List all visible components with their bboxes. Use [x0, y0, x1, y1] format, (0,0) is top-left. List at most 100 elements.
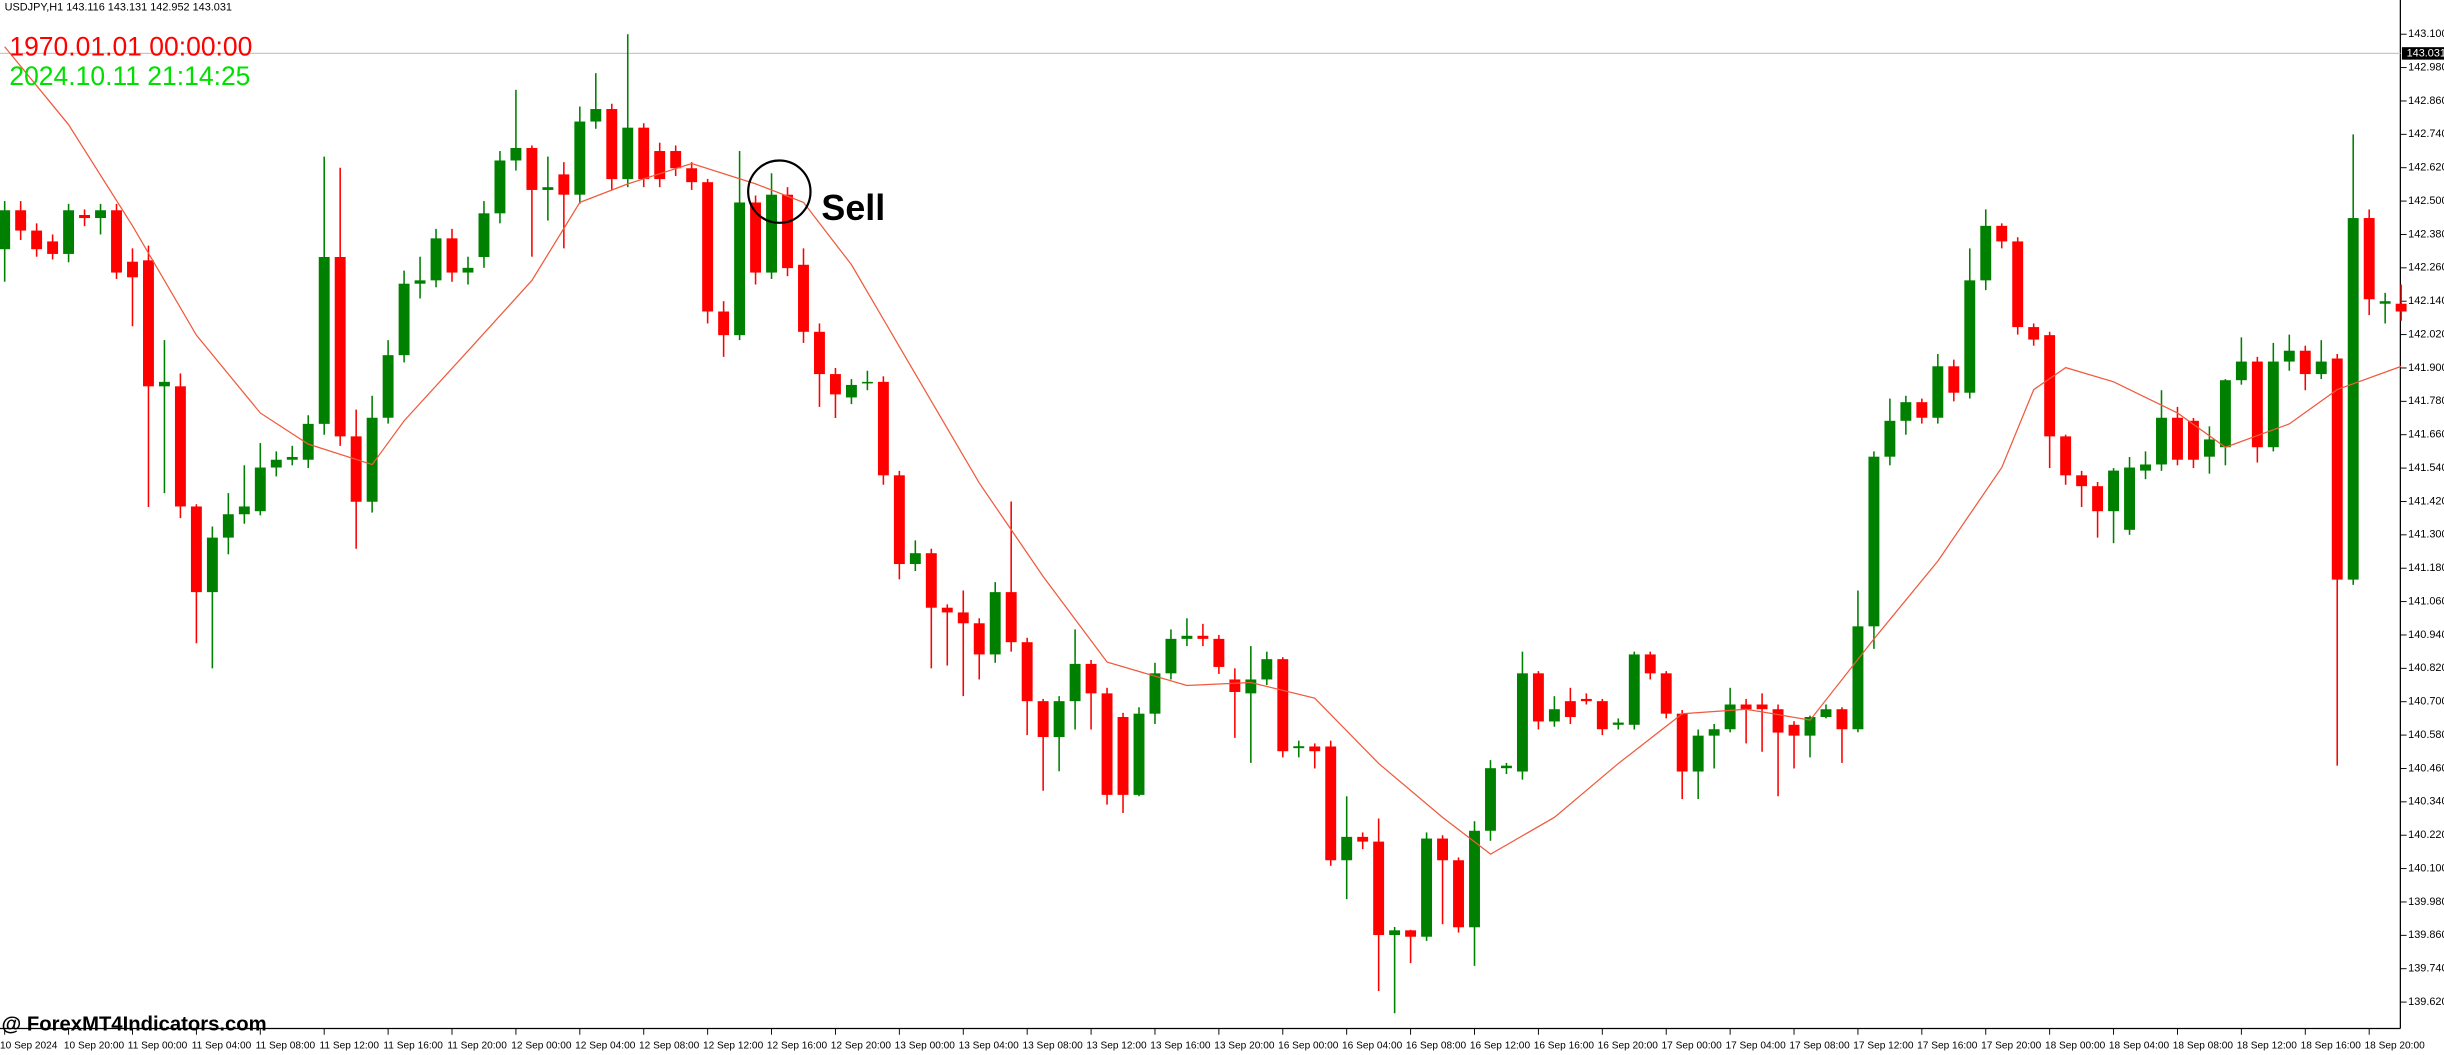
candle-body [1229, 679, 1241, 692]
candle-body [1980, 225, 1992, 281]
candle-body [2347, 218, 2359, 580]
candle-body [1868, 456, 1880, 627]
candle-body [590, 109, 602, 122]
candle-body [318, 256, 330, 424]
candle-body [1021, 642, 1033, 702]
x-tick-label: 18 Sep 20:00 [2365, 1040, 2426, 1051]
candle-body [2092, 486, 2104, 512]
candle-body [1037, 701, 1049, 738]
candle-body [702, 182, 714, 312]
candle-body [1325, 746, 1337, 861]
candle-body [1389, 930, 1401, 936]
candle-body [989, 592, 1001, 655]
candle-body [494, 160, 506, 214]
x-tick-label: 11 Sep 12:00 [320, 1040, 380, 1051]
candle-body [750, 202, 762, 273]
x-tick-label: 16 Sep 04:00 [1342, 1040, 1403, 1051]
candle-body [1740, 704, 1752, 710]
candle-body [2203, 439, 2215, 457]
candle-body [1948, 366, 1960, 393]
y-tick-label: 142.020 [2408, 328, 2444, 340]
candle-body [1820, 709, 1832, 718]
candle-body [638, 127, 650, 180]
candle-body [1852, 626, 1864, 730]
y-tick-label: 139.740 [2408, 963, 2444, 975]
y-tick-label: 141.180 [2408, 562, 2444, 574]
candle-body [2283, 350, 2295, 362]
candle-body [414, 280, 426, 284]
x-tick-label: 13 Sep 20:00 [1214, 1040, 1275, 1051]
y-tick-label: 140.460 [2408, 762, 2444, 774]
x-tick-label: 12 Sep 20:00 [831, 1040, 892, 1051]
y-tick-label: 142.380 [2408, 228, 2444, 240]
candle-body [382, 355, 394, 418]
candle-body [877, 381, 889, 476]
last-price-label: 143.031 [2407, 47, 2444, 59]
candle-body [1053, 701, 1065, 738]
candle-body [2076, 475, 2088, 487]
candle-body [2012, 241, 2024, 328]
x-tick-label: 12 Sep 00:00 [511, 1040, 572, 1051]
candle-body [1756, 704, 1768, 710]
candle-body [1069, 663, 1081, 702]
x-tick-label: 17 Sep 12:00 [1853, 1040, 1914, 1051]
candle-body [526, 147, 538, 190]
candle-body [1085, 663, 1097, 694]
candle-body [334, 256, 346, 437]
candle-body [430, 238, 442, 281]
candle-body [1165, 638, 1177, 674]
y-tick-label: 140.100 [2408, 862, 2444, 874]
candle-body [1469, 830, 1480, 928]
y-tick-label: 139.620 [2408, 996, 2444, 1008]
candle-body [2379, 301, 2391, 304]
candle-body [366, 417, 378, 502]
candle-body [2028, 327, 2040, 340]
candle-body [1692, 735, 1704, 772]
candle-body [1724, 704, 1736, 730]
candle-body [15, 210, 27, 231]
candle-body [1437, 838, 1449, 861]
candle-body [734, 202, 746, 336]
candle-body [1421, 838, 1433, 937]
candle-body [2156, 417, 2167, 465]
candle-body [2299, 350, 2311, 375]
candle-body [782, 194, 793, 269]
candle-body [2219, 380, 2231, 448]
candle-body [542, 187, 554, 190]
candle-body [1501, 765, 1512, 769]
candle-body [845, 384, 857, 398]
x-tick-label: 11 Sep 16:00 [383, 1040, 443, 1051]
x-tick-label: 13 Sep 12:00 [1086, 1040, 1147, 1051]
candle-body [2044, 335, 2056, 437]
candle-body [1213, 638, 1225, 667]
candle-body [222, 514, 234, 538]
candle-body [1485, 768, 1496, 831]
y-tick-label: 142.860 [2408, 95, 2444, 107]
candle-body [398, 283, 410, 356]
x-tick-label: 10 Sep 2024 [0, 1040, 58, 1051]
sell-circle [747, 159, 812, 224]
candle-body [111, 210, 122, 273]
candle-body [1708, 729, 1720, 736]
x-tick-label: 17 Sep 00:00 [1662, 1040, 1723, 1051]
candle-body [622, 127, 634, 180]
y-tick-label: 142.140 [2408, 295, 2444, 307]
x-tick-label: 18 Sep 08:00 [2173, 1040, 2234, 1051]
x-tick-label: 16 Sep 12:00 [1470, 1040, 1531, 1051]
candle-body [1596, 701, 1608, 730]
candle-body [718, 311, 730, 336]
candle-body [670, 151, 682, 169]
x-tick-label: 12 Sep 16:00 [767, 1040, 828, 1051]
candle-body [814, 331, 825, 375]
x-tick-label: 18 Sep 12:00 [2237, 1040, 2298, 1051]
candle-body [861, 381, 873, 384]
y-tick-label: 139.860 [2408, 929, 2444, 941]
candle-body [1580, 698, 1592, 702]
y-tick-label: 142.980 [2408, 61, 2444, 73]
candle-body [2108, 470, 2120, 512]
x-tick-label: 18 Sep 16:00 [2301, 1040, 2362, 1051]
candle-body [2363, 218, 2375, 300]
candle-body [2267, 361, 2279, 448]
y-tick-label: 141.660 [2408, 429, 2444, 441]
